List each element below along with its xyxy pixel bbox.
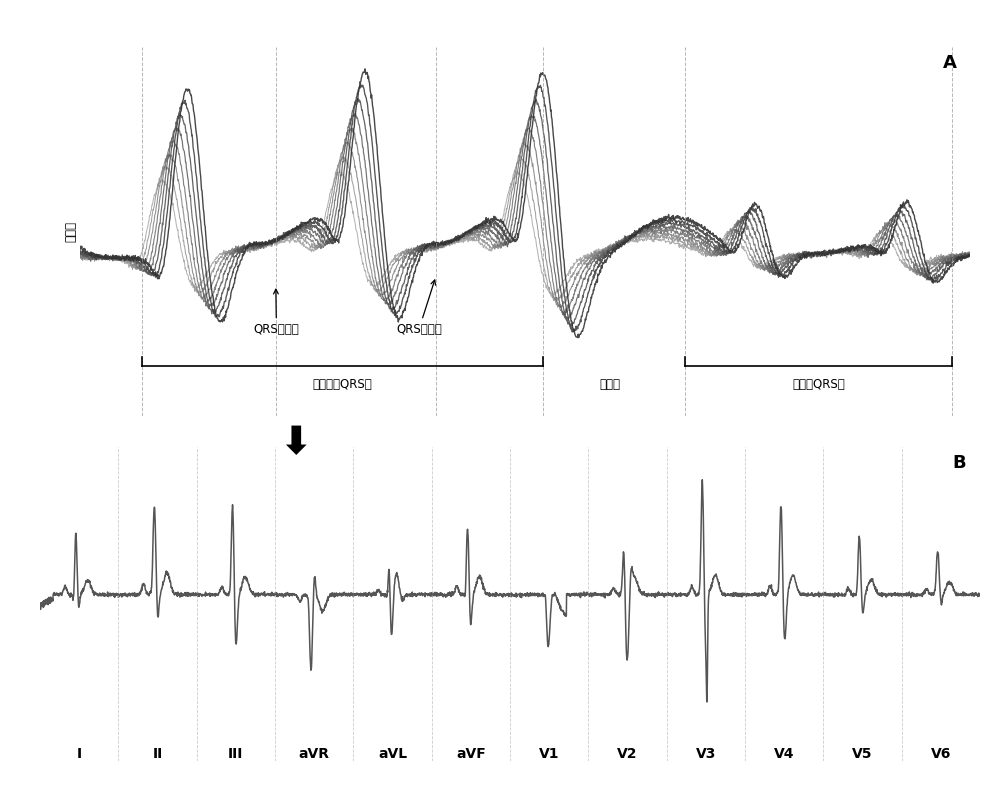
Text: A: A (943, 54, 957, 72)
Text: V1: V1 (539, 747, 559, 761)
Text: III: III (228, 747, 244, 761)
Text: aVF: aVF (456, 747, 486, 761)
Text: aVL: aVL (378, 747, 407, 761)
Text: I: I (77, 747, 82, 761)
Text: V6: V6 (931, 747, 951, 761)
Text: V4: V4 (774, 747, 794, 761)
Text: ⬇: ⬇ (279, 425, 311, 462)
Text: 时间轴: 时间轴 (599, 378, 620, 392)
Text: V5: V5 (852, 747, 873, 761)
Text: V2: V2 (617, 747, 638, 761)
Text: B: B (952, 454, 966, 472)
Text: V3: V3 (696, 747, 716, 761)
Text: II: II (152, 747, 163, 761)
Text: 异位的QRS波: 异位的QRS波 (792, 378, 845, 392)
Text: aVR: aVR (299, 747, 330, 761)
Text: 采集到的QRS波: 采集到的QRS波 (313, 378, 372, 392)
Text: QRS波结束: QRS波结束 (396, 280, 442, 336)
Y-axis label: 电压値: 电压値 (64, 221, 77, 242)
Text: QRS波开始: QRS波开始 (254, 289, 299, 336)
